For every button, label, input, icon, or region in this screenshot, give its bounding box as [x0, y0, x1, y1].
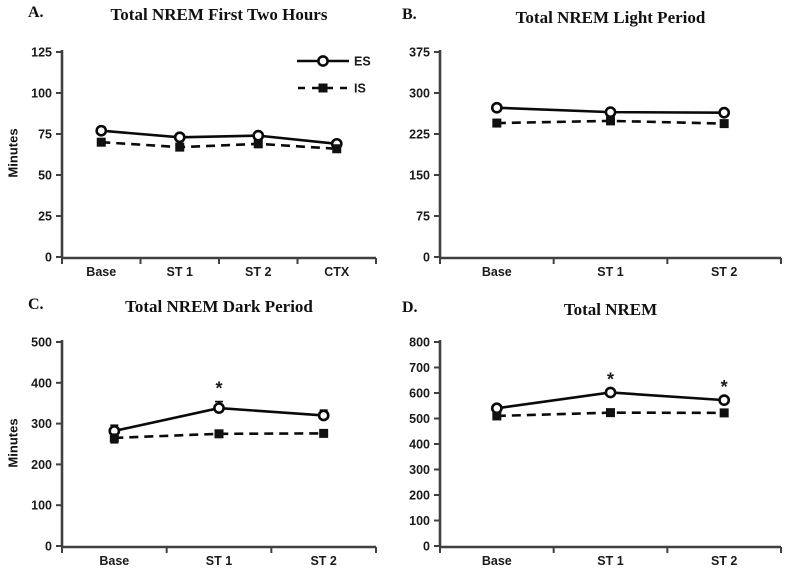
panel-plot: 0 25 50 75 100 125 Base ST 1 ST 2 CTX ES IS: [31, 46, 377, 279]
panel-title: Total NREM First Two Hours: [110, 5, 328, 24]
y-tick-label: 225: [409, 128, 430, 142]
y-tick-label: 700: [409, 361, 430, 375]
y-tick-label: 0: [423, 251, 430, 265]
y-tick-label: 800: [409, 336, 430, 350]
category-label: ST 1: [167, 265, 193, 279]
data-point-circle: [252, 129, 265, 142]
category-label: ST 2: [711, 265, 737, 279]
panel-b: B. Total NREM Light Period 0 75 150 225 300 3…: [393, 0, 787, 288]
y-tick-label: 0: [45, 251, 52, 265]
y-tick-label: 200: [409, 489, 430, 503]
panel-plot: 0 100 200 300 400 500 Base ST 1 ST 2 *: [31, 336, 377, 568]
data-point-circle: [604, 106, 617, 119]
legend-marker-circle: [317, 55, 329, 67]
y-tick-label: 125: [31, 46, 52, 60]
category-label: ST 2: [310, 554, 336, 568]
category-label: ST 1: [597, 554, 623, 568]
data-point-circle: [604, 386, 617, 399]
y-tick-label: 300: [409, 463, 430, 477]
y-tick-label: 400: [31, 376, 52, 390]
data-point-circle: [317, 409, 330, 422]
y-tick-label: 400: [409, 438, 430, 452]
y-tick-label: 500: [31, 336, 52, 350]
category-label: Base: [482, 265, 512, 279]
y-tick-label: 50: [38, 169, 52, 183]
category-label: CTX: [324, 265, 350, 279]
data-point-square: [332, 144, 342, 154]
y-tick-label: 200: [31, 458, 52, 472]
data-point-square: [96, 137, 106, 147]
panel-letter: A.: [28, 4, 44, 21]
data-point-square: [606, 408, 615, 418]
data-point-circle: [490, 101, 503, 114]
data-point-square: [492, 411, 502, 421]
y-tick-label: 25: [38, 210, 52, 224]
significance-asterisk: *: [215, 379, 222, 399]
category-label: Base: [482, 554, 512, 568]
series-line-is: [114, 432, 324, 440]
y-tick-label: 600: [409, 387, 430, 401]
y-tick-label: 100: [31, 87, 52, 101]
category-label: Base: [86, 265, 116, 279]
data-point-square: [719, 119, 729, 129]
data-point-circle: [718, 106, 731, 119]
panel-letter: D.: [402, 299, 418, 316]
category-label: ST 1: [206, 554, 232, 568]
panel-letter: C.: [28, 296, 44, 313]
data-point-circle: [95, 124, 108, 137]
y-tick-label: 0: [45, 540, 52, 554]
legend-label-is: IS: [354, 82, 366, 96]
y-tick-label: 75: [38, 128, 52, 142]
y-tick-label: 300: [31, 417, 52, 431]
data-point-square: [319, 428, 329, 438]
data-point-square: [719, 408, 729, 418]
y-tick-label: 75: [416, 210, 430, 224]
legend-label-es: ES: [354, 55, 371, 69]
panel-plot: 0 100 200 300 400 500 600 700 800 Base ST 1 ST 2 * *: [409, 336, 782, 568]
data-point-square: [109, 433, 119, 443]
significance-asterisk: *: [607, 369, 614, 389]
data-point-square: [492, 118, 502, 128]
category-label: ST 2: [245, 265, 271, 279]
data-point-square: [214, 429, 224, 439]
y-tick-label: 150: [409, 169, 430, 183]
y-tick-label: 0: [423, 540, 430, 554]
panel-title: Total NREM Dark Period: [125, 297, 313, 316]
panel-plot: 0 75 150 225 300 375 Base ST 1 ST 2: [409, 46, 782, 279]
category-label: ST 1: [597, 265, 623, 279]
category-label: Base: [99, 554, 129, 568]
y-tick-label: 100: [31, 499, 52, 513]
panel-letter: B.: [402, 6, 417, 23]
panel-c: C. Total NREM Dark Period Minutes 0 100 20…: [0, 287, 394, 575]
series-line-es: [101, 129, 337, 146]
y-tick-label: 375: [409, 46, 430, 60]
y-tick-label: 500: [409, 412, 430, 426]
panel-title: Total NREM Light Period: [515, 8, 706, 27]
data-point-square: [175, 142, 185, 152]
legend-marker-square: [318, 83, 328, 93]
series-line-is: [101, 140, 337, 151]
y-tick-label: 300: [409, 87, 430, 101]
category-label: ST 2: [711, 554, 737, 568]
panel-title: Total NREM: [563, 300, 658, 319]
data-point-circle: [173, 131, 186, 144]
significance-asterisk: *: [721, 377, 728, 397]
data-point-square: [606, 116, 615, 126]
data-point-circle: [718, 394, 731, 407]
data-point-square: [253, 139, 263, 149]
y-tick-label: 100: [409, 514, 430, 528]
data-point-circle: [213, 402, 225, 414]
panel-d: D. Total NREM 0 100 200 300 400 500 600 700 800 B…: [393, 287, 787, 575]
